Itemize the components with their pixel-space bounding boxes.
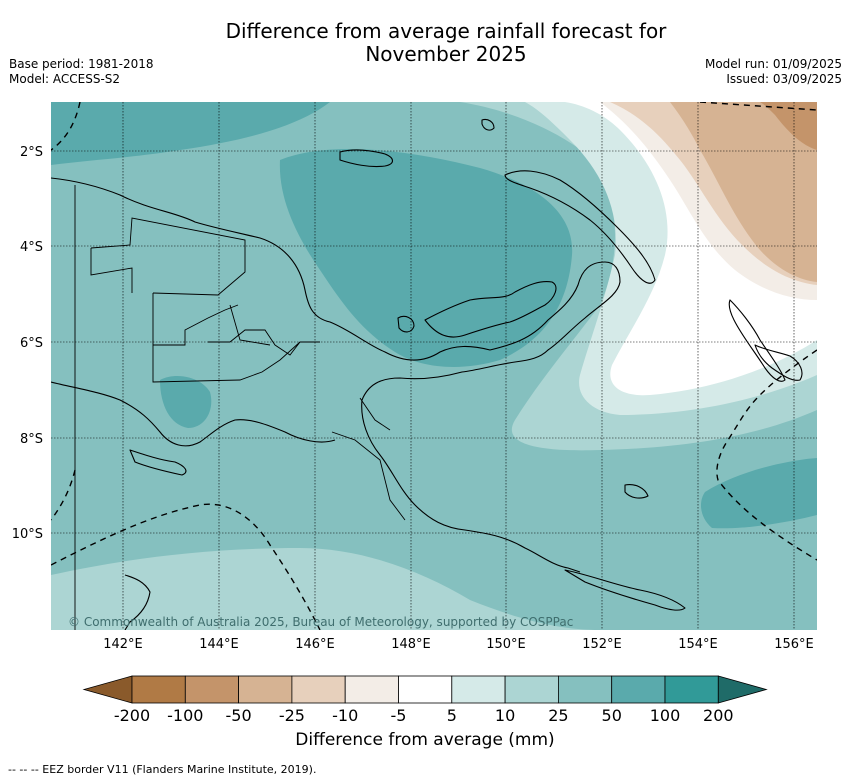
province-borders: [74, 185, 406, 630]
colorbar-segment: [504, 675, 559, 704]
contour-minus25-minus50: [670, 102, 817, 282]
colorbar-tick-label: 5: [447, 706, 457, 725]
colorbar-title: Difference from average (mm): [295, 730, 555, 750]
lon-label: 142°E: [103, 637, 143, 652]
contour-50-100-central: [279, 148, 573, 367]
copyright-text: © Commonwealth of Australia 2025, Bureau…: [68, 615, 573, 629]
colorbar-segment: [558, 675, 613, 704]
lat-label: 10°S: [12, 527, 43, 542]
lat-label: 4°S: [20, 240, 43, 255]
lon-label: 146°E: [295, 637, 335, 652]
lon-label: 150°E: [486, 637, 526, 652]
colorbar-extend-low: [82, 675, 133, 704]
lat-label: 2°S: [20, 145, 43, 160]
meta-right: Model run: 01/09/2025 Issued: 03/09/2025: [705, 57, 842, 87]
colorbar-segment: [611, 675, 666, 704]
colorbar-tick-label: 25: [548, 706, 568, 725]
colorbar-segment: [344, 675, 399, 704]
lat-label: 6°S: [20, 336, 43, 351]
graticule: [51, 102, 817, 630]
lon-label: 144°E: [199, 637, 239, 652]
coastlines: [51, 118, 803, 630]
colorbar-segment: [131, 675, 186, 704]
model-text: Model: ACCESS-S2: [9, 72, 121, 86]
lon-label: 148°E: [391, 637, 431, 652]
contour-minus50-minus100: [760, 102, 817, 150]
contour-50-100-southeast: [700, 458, 817, 529]
eez-borders: [51, 102, 817, 630]
map-title: Difference from average rainfall forecas…: [150, 20, 742, 66]
colorbar-extend-high: [717, 675, 768, 704]
colorbar-tick-label: 50: [602, 706, 622, 725]
colorbar-segment: [291, 675, 346, 704]
meta-left: Base period: 1981-2018 Model: ACCESS-S2: [9, 57, 154, 87]
colorbar-tick-label: 100: [650, 706, 681, 725]
lon-label: 156°E: [774, 637, 814, 652]
colorbar-segment: [238, 675, 293, 704]
colorbar-segment: [184, 675, 240, 704]
issued-text: Issued: 03/09/2025: [726, 72, 842, 86]
base-period-text: Base period: 1981-2018: [9, 57, 154, 71]
lat-labels: 2°S 4°S 6°S 8°S 10°S: [12, 145, 43, 542]
colorbar-ticks: -200 -100 -50 -25 -10 -5 5 10 25 50 100 200: [114, 706, 734, 725]
colorbar-tick-label: -200: [114, 706, 150, 725]
colorbar-tick-label: -50: [226, 706, 252, 725]
colorbar-tick-label: -25: [279, 706, 305, 725]
colorbar-segment: [664, 675, 719, 704]
colorbar: [82, 675, 768, 704]
colorbar-segment: [451, 675, 506, 704]
lat-label: 8°S: [20, 432, 43, 447]
colorbar-tick-label: -5: [391, 706, 407, 725]
map-area: © Commonwealth of Australia 2025, Bureau…: [51, 102, 817, 630]
title-line-2: November 2025: [365, 42, 527, 66]
eez-footnote: -- -- -- EEZ border V11 (Flanders Marine…: [8, 763, 317, 776]
colorbar-tick-label: -100: [167, 706, 203, 725]
lon-label: 152°E: [582, 637, 622, 652]
contour-50-100-gulf: [160, 376, 212, 428]
colorbar-tick-label: 10: [495, 706, 515, 725]
colorbar-tick-label: -10: [332, 706, 358, 725]
lon-labels: 142°E 144°E 146°E 148°E 150°E 152°E 154°…: [103, 637, 814, 652]
lon-label: 154°E: [678, 637, 718, 652]
title-line-1: Difference from average rainfall forecas…: [225, 19, 667, 43]
contour-50-100-northwest: [51, 102, 330, 165]
colorbar-tick-label: 200: [703, 706, 734, 725]
contour-10-25-southwest: [51, 548, 600, 630]
colorbar-segment: [398, 675, 453, 704]
model-run-text: Model run: 01/09/2025: [704, 57, 842, 71]
